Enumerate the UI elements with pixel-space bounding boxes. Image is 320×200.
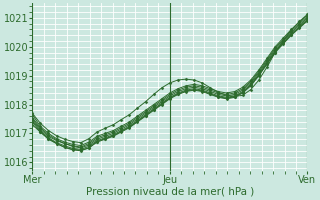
X-axis label: Pression niveau de la mer( hPa ): Pression niveau de la mer( hPa )	[86, 187, 254, 197]
